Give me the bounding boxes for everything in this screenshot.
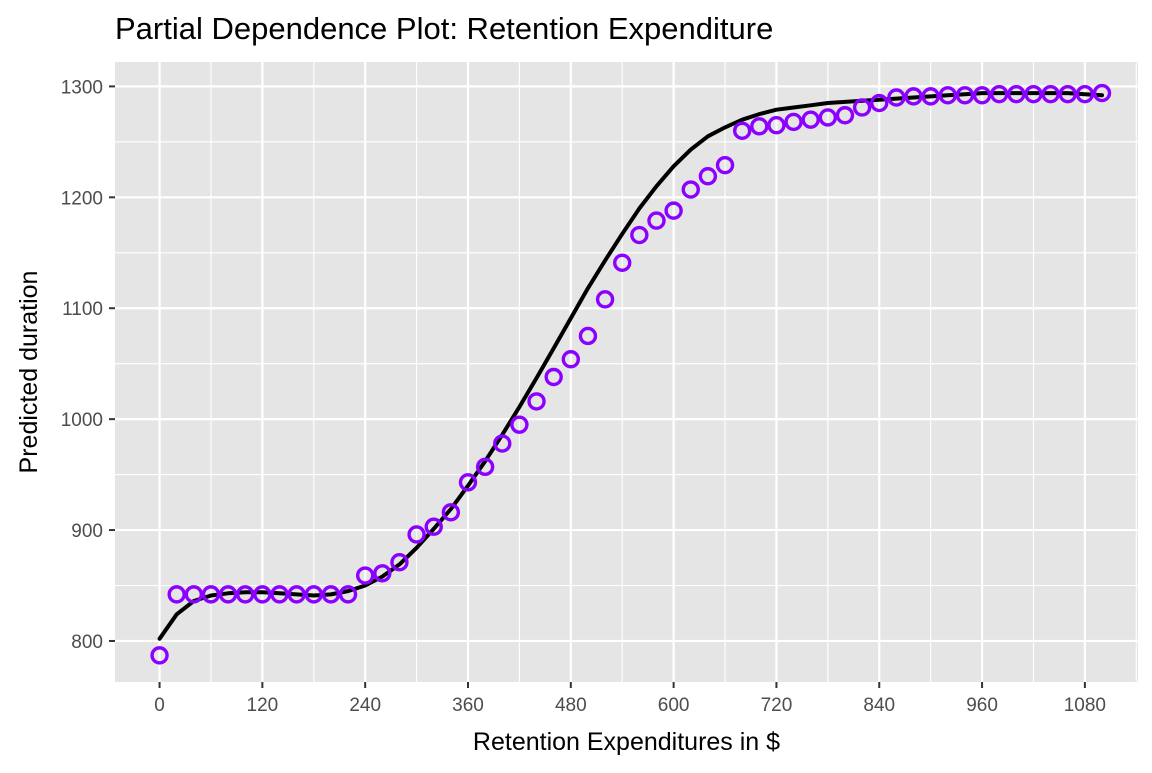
x-tick-label: 600 <box>658 695 690 716</box>
y-tick-label: 900 <box>71 521 103 542</box>
data-point <box>236 585 255 604</box>
data-point <box>184 585 204 604</box>
plot-panel <box>115 62 1138 682</box>
data-point <box>1092 83 1112 103</box>
x-tick-label: 840 <box>863 695 895 716</box>
data-point <box>407 525 426 544</box>
chart-title: Partial Dependence Plot: Retention Expen… <box>115 11 773 46</box>
data-point <box>1007 84 1026 104</box>
data-point <box>852 98 872 117</box>
points-layer <box>150 83 1112 665</box>
data-point <box>1041 84 1060 104</box>
data-point <box>578 326 598 346</box>
y-tick-label: 800 <box>71 632 103 653</box>
data-point <box>972 86 992 105</box>
data-point <box>1024 84 1043 104</box>
data-point <box>630 225 649 245</box>
data-point <box>887 88 906 107</box>
data-point <box>201 585 221 604</box>
y-axis: 800 900 1000 1100 1200 1300 <box>61 77 115 653</box>
data-point <box>304 585 323 604</box>
x-tick-label: 480 <box>555 695 587 716</box>
data-point <box>990 84 1009 104</box>
data-point <box>475 457 495 477</box>
data-point <box>784 112 803 132</box>
data-point <box>218 585 238 604</box>
data-point <box>938 86 957 105</box>
data-point <box>613 253 632 272</box>
smooth-layer <box>157 91 1104 641</box>
data-point <box>270 585 289 604</box>
data-point <box>390 553 409 572</box>
data-point <box>1058 84 1077 104</box>
grid-minor <box>115 62 1138 682</box>
data-point <box>801 110 820 129</box>
data-point <box>150 646 169 665</box>
data-point <box>287 585 306 604</box>
x-tick-label: 0 <box>154 695 165 716</box>
y-tick-label: 1300 <box>61 77 103 98</box>
data-point <box>253 585 272 604</box>
x-tick-label: 720 <box>761 695 793 716</box>
data-point <box>441 503 461 522</box>
data-point <box>664 201 683 220</box>
data-point <box>750 117 769 136</box>
data-point <box>167 585 186 604</box>
y-tick-label: 1200 <box>61 188 103 209</box>
data-point <box>870 93 889 113</box>
x-tick-label: 1080 <box>1064 695 1106 716</box>
y-tick-label: 1100 <box>62 299 103 320</box>
data-point <box>355 566 375 585</box>
data-point <box>767 116 786 135</box>
x-tick-label: 240 <box>349 695 381 716</box>
data-point <box>458 473 478 492</box>
data-point <box>921 87 940 106</box>
data-point <box>321 585 341 604</box>
x-axis: 0 120 240 360 480 600 720 840 960 1080 <box>154 682 1106 716</box>
data-point <box>373 564 392 583</box>
data-point <box>732 121 752 140</box>
data-point <box>595 290 615 309</box>
data-point <box>955 86 975 105</box>
data-point <box>1075 84 1095 104</box>
y-axis-label: Predicted duration <box>15 271 43 474</box>
x-tick-label: 960 <box>966 695 998 716</box>
smooth-line <box>157 91 1104 641</box>
x-tick-label: 360 <box>452 695 484 716</box>
data-point <box>544 367 563 387</box>
grid-major <box>115 62 1138 682</box>
data-point <box>510 415 529 434</box>
data-point <box>493 434 512 453</box>
data-point <box>698 167 718 186</box>
data-point <box>527 392 546 411</box>
data-point <box>681 180 700 199</box>
data-point <box>647 211 666 230</box>
data-point <box>338 585 358 604</box>
x-tick-label: 120 <box>247 695 279 716</box>
y-tick-label: 1000 <box>61 410 103 431</box>
data-point <box>835 106 855 125</box>
data-point <box>904 87 923 106</box>
x-axis-label: Retention Expenditures in $ <box>473 728 780 756</box>
data-point <box>715 155 735 175</box>
data-point <box>561 350 581 369</box>
data-point <box>424 517 443 536</box>
data-point <box>818 108 838 127</box>
